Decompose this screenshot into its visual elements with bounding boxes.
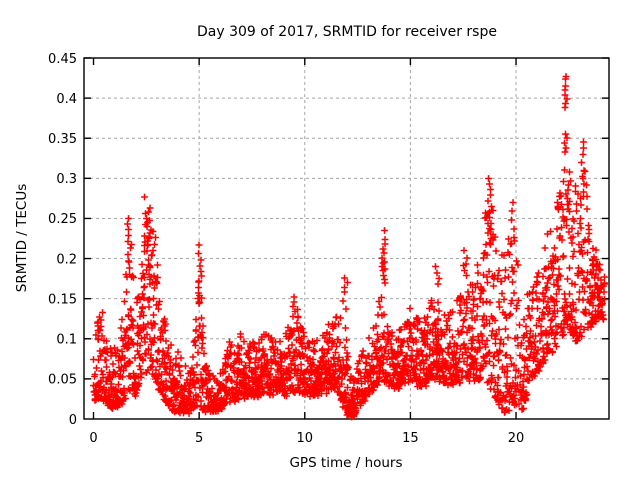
y-tick-label: 0.25 xyxy=(48,212,77,227)
chart-title: Day 309 of 2017, SRMTID for receiver rsp… xyxy=(197,24,497,40)
y-tick-label: 0.45 xyxy=(48,52,77,67)
y-tick-label: 0.1 xyxy=(56,333,77,348)
plot-border xyxy=(83,57,610,420)
x-tick-label: 10 xyxy=(297,431,314,446)
x-tick-label: 5 xyxy=(195,431,203,446)
y-tick-label: 0.4 xyxy=(56,92,77,107)
y-tick-label: 0.2 xyxy=(56,252,77,267)
axis-ticks xyxy=(84,57,609,419)
y-axis-label: SRMTID / TECUs xyxy=(14,184,30,292)
y-tick-label: 0.3 xyxy=(56,172,77,187)
x-tick-label: 15 xyxy=(402,431,419,446)
gridlines xyxy=(84,58,609,419)
y-tick-labels: 0 0.05 0.1 0.15 0.2 0.25 0.3 0.35 0.4 0.45 xyxy=(48,52,77,428)
y-tick-label: 0.15 xyxy=(48,292,77,307)
y-tick-label: 0 xyxy=(69,413,77,428)
x-tick-label: 20 xyxy=(508,431,525,446)
data-points-path xyxy=(90,73,608,421)
y-tick-label: 0.05 xyxy=(48,373,77,388)
x-tick-label: 0 xyxy=(89,431,97,446)
x-axis-label: GPS time / hours xyxy=(289,455,402,471)
y-tick-label: 0.35 xyxy=(48,132,77,147)
scatter-points xyxy=(90,73,608,421)
x-tick-labels: 0 5 10 15 20 xyxy=(89,431,524,446)
